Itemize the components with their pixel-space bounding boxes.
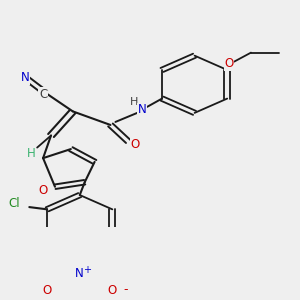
Text: H: H: [130, 98, 138, 107]
Text: H: H: [27, 147, 36, 160]
Text: N: N: [75, 267, 84, 280]
Text: O: O: [42, 284, 52, 297]
Text: N: N: [21, 71, 30, 84]
Text: C: C: [39, 88, 47, 100]
Text: +: +: [83, 265, 91, 275]
Text: O: O: [130, 138, 140, 151]
Text: O: O: [38, 184, 48, 197]
Text: N: N: [138, 103, 146, 116]
Text: -: -: [123, 283, 127, 296]
Text: O: O: [224, 57, 234, 70]
Text: Cl: Cl: [9, 197, 20, 210]
Text: O: O: [108, 284, 117, 297]
